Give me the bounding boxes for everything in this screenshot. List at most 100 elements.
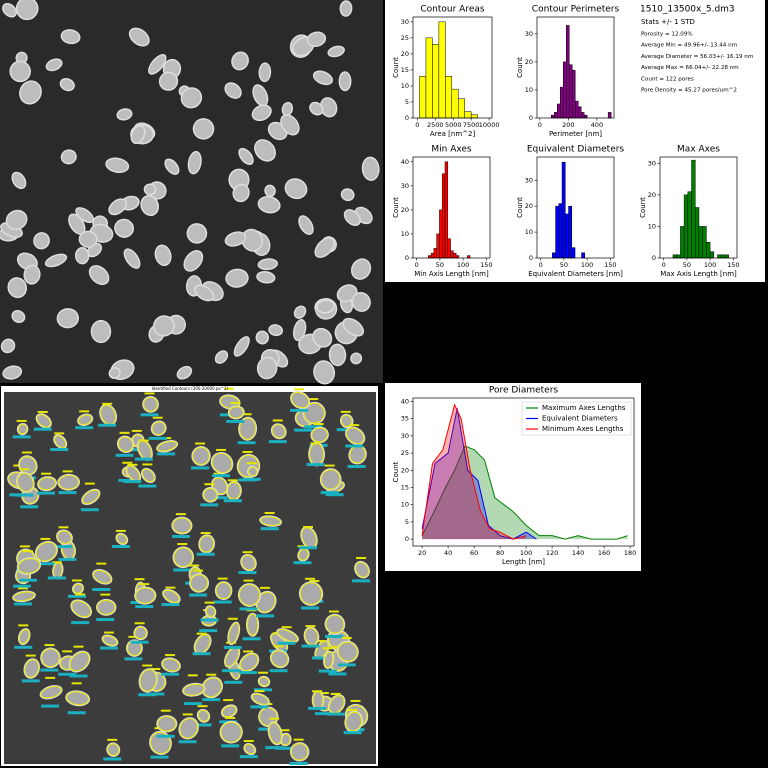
histogram-bar [467,255,471,259]
axes-frame [536,156,615,259]
pore-core [62,150,76,163]
y-tick-label: 20 [525,202,533,210]
y-tick-label: 0 [529,114,533,122]
pore-core [179,718,198,739]
pore-core [299,216,313,234]
pore-core [238,584,261,606]
pore-core [257,332,268,343]
pore-core [338,285,357,301]
histogram-bar [433,248,437,259]
contour-tag [134,622,145,625]
contour-tag [273,645,284,648]
legend-label: Equivalent Diameters [542,415,618,423]
histogram-bar [552,252,556,259]
histogram-bar [558,203,563,259]
pore-core [80,232,97,247]
stats-line: Average Min = 49.96+/- 13.44 nm [641,43,737,49]
y-axis-label: Count [516,57,524,78]
contour-tag [259,586,270,589]
y-axis-label: Count [639,197,647,218]
pore-core [62,30,80,43]
contour-label [161,672,180,676]
legend-box [521,401,632,436]
stats-line: Stats +/- 1 STD [641,18,695,26]
contour-label [294,428,313,432]
pore-core [8,278,26,297]
contour-label [138,693,157,697]
legend-label: Maximum Axes Lengths [542,404,626,412]
contour-label [324,634,343,638]
contour-tag [62,650,73,653]
contour-label [212,474,231,478]
pore-core [41,648,60,668]
contour-label [69,674,88,678]
axes-frame [412,16,493,119]
x-axis-label: Min Axis Length [nm] [414,270,489,278]
histogram-bar [436,233,440,259]
contour-label [337,663,356,667]
contour-label [239,671,258,675]
contour-label [352,579,371,583]
contour-label [336,428,355,432]
x-tick-label: 0 [539,261,543,269]
contour-label [92,588,111,592]
contour-label [345,444,364,448]
axes-frame [412,397,635,547]
contour-tag [310,442,321,445]
pore-core [220,721,242,743]
pore-core [257,272,274,283]
contour-tag [293,738,304,741]
contour-tag [303,525,314,528]
histogram-bar [555,205,560,259]
pore-core [2,340,14,352]
contour-tag [115,529,126,532]
pore-core [239,149,253,164]
contour-label [242,637,261,641]
contour-label [123,480,142,484]
histogram-bar [724,254,729,259]
pore-core [232,52,248,69]
pore-core [283,103,292,115]
pore-core [149,55,166,74]
pore-core [299,582,323,605]
contour-tag [272,419,283,422]
contour-tag [309,580,320,583]
contour-label [347,465,366,469]
pore-core [259,259,277,269]
x-tick-label: 160 [598,549,610,557]
pore-core [172,517,192,534]
contour-label [202,698,221,702]
pore-core [58,309,78,327]
contour-overlay [4,387,376,765]
contour-tag [142,664,153,667]
pore-core [269,325,282,335]
pore-core [290,743,309,761]
contour-tag [313,423,324,426]
stats-line: Pore Density = 45.27 pores/um^2 [641,88,737,94]
pore-core [145,184,155,194]
contour-tag [230,401,241,404]
histogram-bar [695,207,700,259]
histogram-bar [676,254,681,259]
pore-core [188,224,206,243]
contour-tag [243,650,254,653]
pore-core [165,159,178,174]
contour-label [301,644,320,648]
contour-label [18,578,37,582]
contour-label [255,614,274,618]
pore-core [253,85,267,106]
contour-label [171,535,190,539]
chart-title: Contour Areas [420,5,485,15]
contour-label [226,419,245,423]
y-tick-label: 20 [401,466,409,474]
contour-tag [340,410,351,413]
pore-core [277,629,298,642]
contour-tag [193,569,204,572]
y-tick-label: 20 [401,50,409,58]
contour-tag [242,551,253,554]
pore-core [24,659,39,678]
pore-core [235,337,249,356]
pore-core [259,197,280,212]
contour-tag [150,668,161,671]
